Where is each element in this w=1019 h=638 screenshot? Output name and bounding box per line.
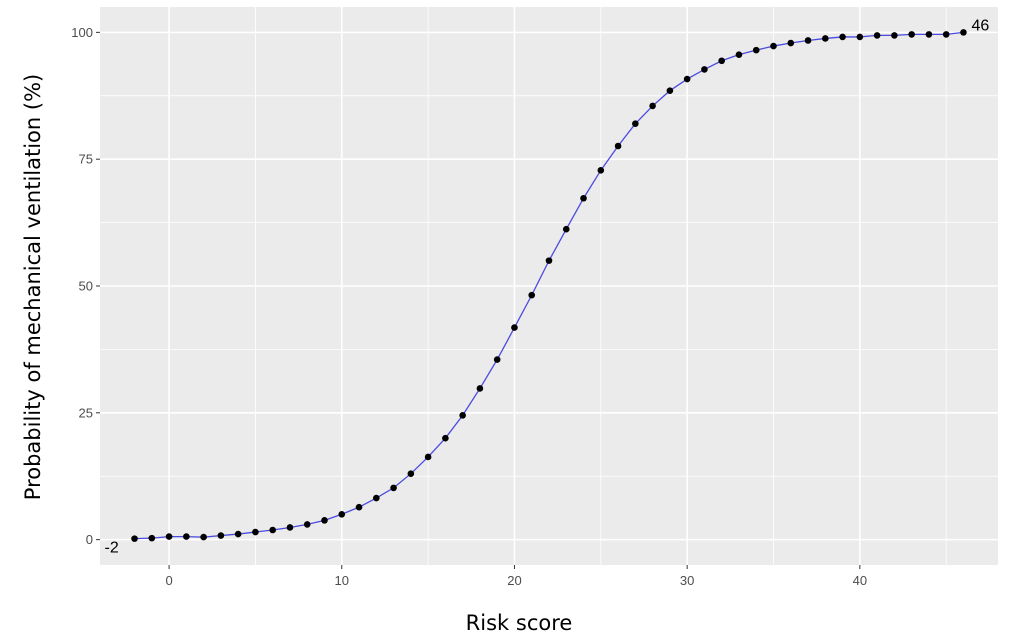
data-point — [770, 42, 777, 50]
data-point — [787, 39, 795, 47]
data-point — [424, 453, 432, 461]
data-point — [528, 291, 536, 299]
y-tick-label: 25 — [79, 405, 93, 420]
x-tick-label: 0 — [165, 573, 172, 588]
data-point — [476, 385, 484, 392]
data-point — [752, 46, 760, 54]
data-point — [390, 484, 397, 492]
data-point — [580, 194, 587, 202]
x-tick-label: 20 — [507, 573, 521, 588]
data-point — [252, 528, 259, 536]
data-point — [822, 35, 829, 42]
end-label: 46 — [971, 17, 989, 34]
data-point — [804, 37, 812, 44]
x-tick-label: 30 — [680, 573, 694, 588]
data-point — [873, 32, 881, 39]
data-point — [148, 534, 156, 542]
y-tick-label: 0 — [86, 532, 93, 547]
data-point — [545, 257, 553, 264]
data-point — [373, 494, 380, 502]
data-point — [286, 524, 294, 531]
data-point — [735, 51, 743, 58]
data-point — [131, 535, 138, 542]
data-point — [839, 33, 846, 41]
data-points — [131, 29, 967, 542]
end-label: -2 — [105, 540, 119, 557]
data-point — [856, 33, 864, 41]
data-point — [597, 167, 605, 174]
data-point — [338, 510, 346, 518]
data-point — [303, 521, 311, 528]
y-tick-label: 75 — [79, 152, 93, 167]
annotations: -2 46 — [105, 17, 990, 556]
data-point — [407, 470, 415, 477]
y-tick-label: 50 — [79, 279, 93, 294]
data-point — [493, 356, 501, 363]
data-point — [666, 87, 674, 94]
x-tick-label: 40 — [853, 573, 867, 588]
data-point — [217, 532, 225, 539]
data-point — [891, 32, 898, 39]
data-point — [908, 31, 915, 38]
data-point — [614, 142, 622, 150]
data-point — [683, 75, 691, 83]
x-tick-label: 10 — [335, 573, 349, 588]
x-axis-title: Risk score — [466, 611, 573, 635]
data-point — [562, 225, 570, 233]
data-point — [269, 526, 276, 534]
major-gridlines — [100, 7, 998, 565]
data-point — [355, 503, 363, 511]
data-point — [701, 66, 708, 73]
data-point — [165, 533, 173, 540]
data-point — [632, 120, 639, 127]
y-tick-label: 100 — [71, 25, 93, 40]
data-point — [960, 29, 967, 36]
data-point — [442, 434, 449, 442]
data-point — [234, 530, 242, 538]
y-axis-title: Probability of mechanical ventilation (%… — [21, 74, 45, 500]
data-point — [200, 533, 207, 541]
data-point — [718, 57, 725, 65]
data-point — [649, 102, 656, 110]
data-point — [321, 517, 328, 524]
data-point — [459, 412, 466, 419]
data-point — [183, 533, 190, 540]
data-point — [942, 31, 950, 38]
data-point — [925, 31, 933, 38]
y-axis-ticks: 0 25 50 75 100 — [71, 25, 100, 547]
x-axis-ticks: 0 10 20 30 40 — [165, 565, 867, 588]
data-point — [511, 324, 518, 331]
